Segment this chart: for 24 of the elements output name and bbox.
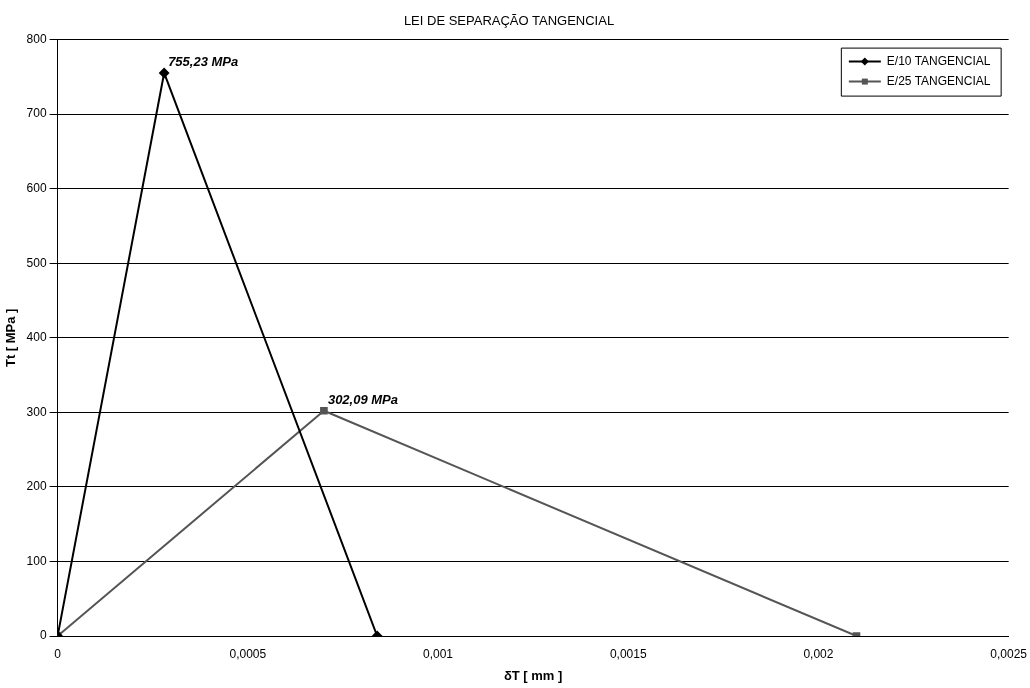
annotation: 755,23 MPa	[168, 54, 239, 70]
x-tick-label: 0,0015	[609, 646, 647, 661]
y-tick-label: 100	[26, 553, 47, 568]
legend-label: E/25 TANGENCIAL	[886, 73, 991, 88]
y-tick-label: 0	[39, 628, 47, 643]
chart-title: LEI DE SEPARAÇÃO TANGENCIAL	[403, 13, 615, 29]
x-tick-label: 0,002	[803, 646, 834, 661]
x-axis-title: δT [ mm ]	[503, 667, 563, 683]
x-tick-label: 0,0005	[229, 646, 267, 661]
y-tick-label: 400	[26, 330, 47, 345]
y-tick-label: 200	[26, 479, 47, 494]
y-axis-title: Tt [ MPa ]	[3, 308, 19, 368]
point	[320, 406, 328, 415]
y-tick-label: 600	[26, 181, 47, 196]
y-tick-label: 500	[26, 255, 47, 270]
legend-label: E/10 TANGENCIAL	[886, 53, 991, 68]
y-tick-label: 700	[26, 106, 47, 121]
y-tick-label: 300	[26, 404, 47, 419]
x-tick-label: 0	[54, 646, 62, 661]
x-tick-label: 0,001	[423, 646, 454, 661]
y-tick-label: 800	[26, 31, 47, 46]
annotation: 302,09 MPa	[327, 391, 399, 407]
x-tick-label: 0,0025	[990, 646, 1028, 661]
point	[159, 67, 170, 78]
